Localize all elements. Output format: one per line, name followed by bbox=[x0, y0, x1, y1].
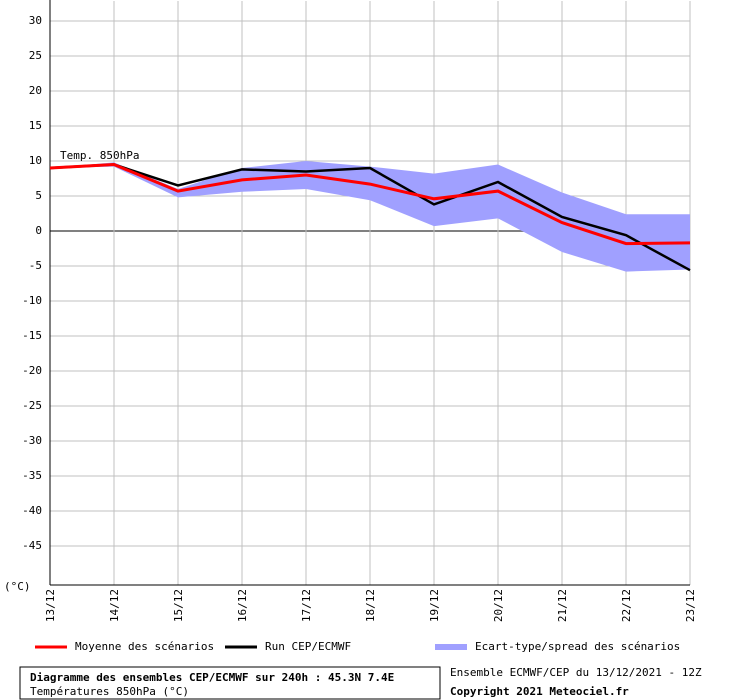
x-tick-label: 19/12 bbox=[428, 589, 441, 622]
grid bbox=[49, 0, 691, 586]
x-tick-label: 23/12 bbox=[684, 589, 697, 622]
spread-band bbox=[50, 161, 690, 272]
y-tick-label: 0 bbox=[35, 224, 42, 237]
x-tick-label: 15/12 bbox=[172, 589, 185, 622]
annotation: Temp. 850hPa bbox=[60, 149, 139, 162]
y-tick-label: -25 bbox=[22, 399, 42, 412]
line-series bbox=[49, 162, 691, 246]
y-tick-label: -45 bbox=[22, 539, 42, 552]
y-tick-label: 25 bbox=[29, 49, 42, 62]
run-info: Ensemble ECMWF/CEP du 13/12/2021 - 12Z bbox=[450, 666, 702, 679]
y-tick-label: -35 bbox=[22, 469, 42, 482]
y-tick-label: -30 bbox=[22, 434, 42, 447]
y-tick-label: 30 bbox=[29, 14, 42, 27]
x-tick-label: 20/12 bbox=[492, 589, 505, 622]
legend-label: Ecart-type/spread des scénarios bbox=[475, 640, 680, 653]
y-tick-label: -20 bbox=[22, 364, 42, 377]
y-tick-label: -15 bbox=[22, 329, 42, 342]
copyright: Copyright 2021 Meteociel.fr bbox=[450, 685, 629, 698]
chart-title: Diagramme des ensembles CEP/ECMWF sur 24… bbox=[30, 671, 394, 684]
y-tick-label: -5 bbox=[29, 259, 42, 272]
chart-subtitle: Températures 850hPa (°C) bbox=[30, 685, 189, 698]
x-tick-label: 21/12 bbox=[556, 589, 569, 622]
x-tick-label: 18/12 bbox=[364, 589, 377, 622]
y-tick-label: 20 bbox=[29, 84, 42, 97]
labels: 30 25 20 15 10 5 0 -5 -10 -15 -20 -25 -30 -35 -40 -45 13… bbox=[22, 14, 697, 653]
x-tick-label: 17/12 bbox=[300, 589, 313, 622]
line-series bbox=[49, 163, 691, 272]
marks bbox=[49, 161, 691, 272]
title-box bbox=[19, 666, 441, 700]
legend-label: Moyenne des scénarios bbox=[75, 640, 214, 653]
y-unit: (°C) bbox=[4, 580, 31, 593]
y-tick-label: 10 bbox=[29, 154, 42, 167]
x-tick-label: 14/12 bbox=[108, 589, 121, 622]
legend-label: Run CEP/ECMWF bbox=[265, 640, 351, 653]
x-tick-label: 16/12 bbox=[236, 589, 249, 622]
y-tick-label: -40 bbox=[22, 504, 42, 517]
x-tick-label: 13/12 bbox=[44, 589, 57, 622]
y-tick-label: -10 bbox=[22, 294, 42, 307]
y-tick-label: 15 bbox=[29, 119, 42, 132]
x-tick-label: 22/12 bbox=[620, 589, 633, 622]
y-tick-label: 5 bbox=[35, 189, 42, 202]
